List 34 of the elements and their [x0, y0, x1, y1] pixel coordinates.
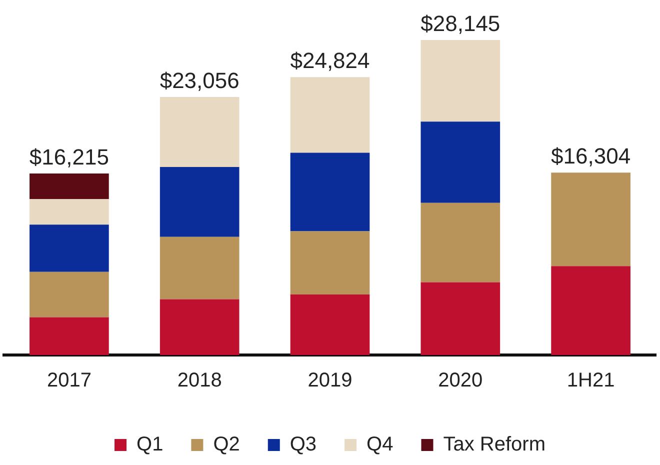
x-tick-label: 2018 [177, 370, 222, 392]
bar [30, 317, 109, 355]
bar [30, 224, 109, 272]
bar [290, 77, 370, 153]
legend-label: Q2 [213, 434, 240, 456]
legend-label: Q3 [290, 434, 317, 456]
bar [160, 299, 240, 355]
bar [30, 272, 109, 318]
bar [420, 40, 500, 122]
x-tick-label: 2020 [438, 370, 483, 392]
bar [160, 97, 240, 167]
legend-label: Q4 [366, 434, 394, 456]
bar [420, 122, 500, 203]
annotation: $16,215 [29, 144, 109, 170]
x-tick-label: 2017 [46, 370, 92, 392]
x-tick-label: 2019 [308, 370, 352, 392]
bar [551, 172, 630, 266]
annotation: $23,056 [160, 68, 240, 94]
bar [290, 294, 370, 355]
bar [30, 199, 109, 225]
bar [30, 174, 109, 200]
legend-label: Tax Reform [443, 434, 546, 456]
bar [551, 266, 630, 355]
annotation: $16,304 [551, 144, 631, 169]
annotation: $24,824 [290, 48, 370, 74]
x-tick-label: 1H21 [566, 370, 615, 392]
bar [160, 166, 240, 237]
annotation: $28,145 [420, 11, 500, 36]
legend-label: Q1 [136, 434, 164, 456]
bar [420, 282, 500, 355]
bar [290, 152, 370, 232]
bar [420, 202, 500, 282]
bar [160, 236, 240, 300]
bar [290, 231, 370, 295]
